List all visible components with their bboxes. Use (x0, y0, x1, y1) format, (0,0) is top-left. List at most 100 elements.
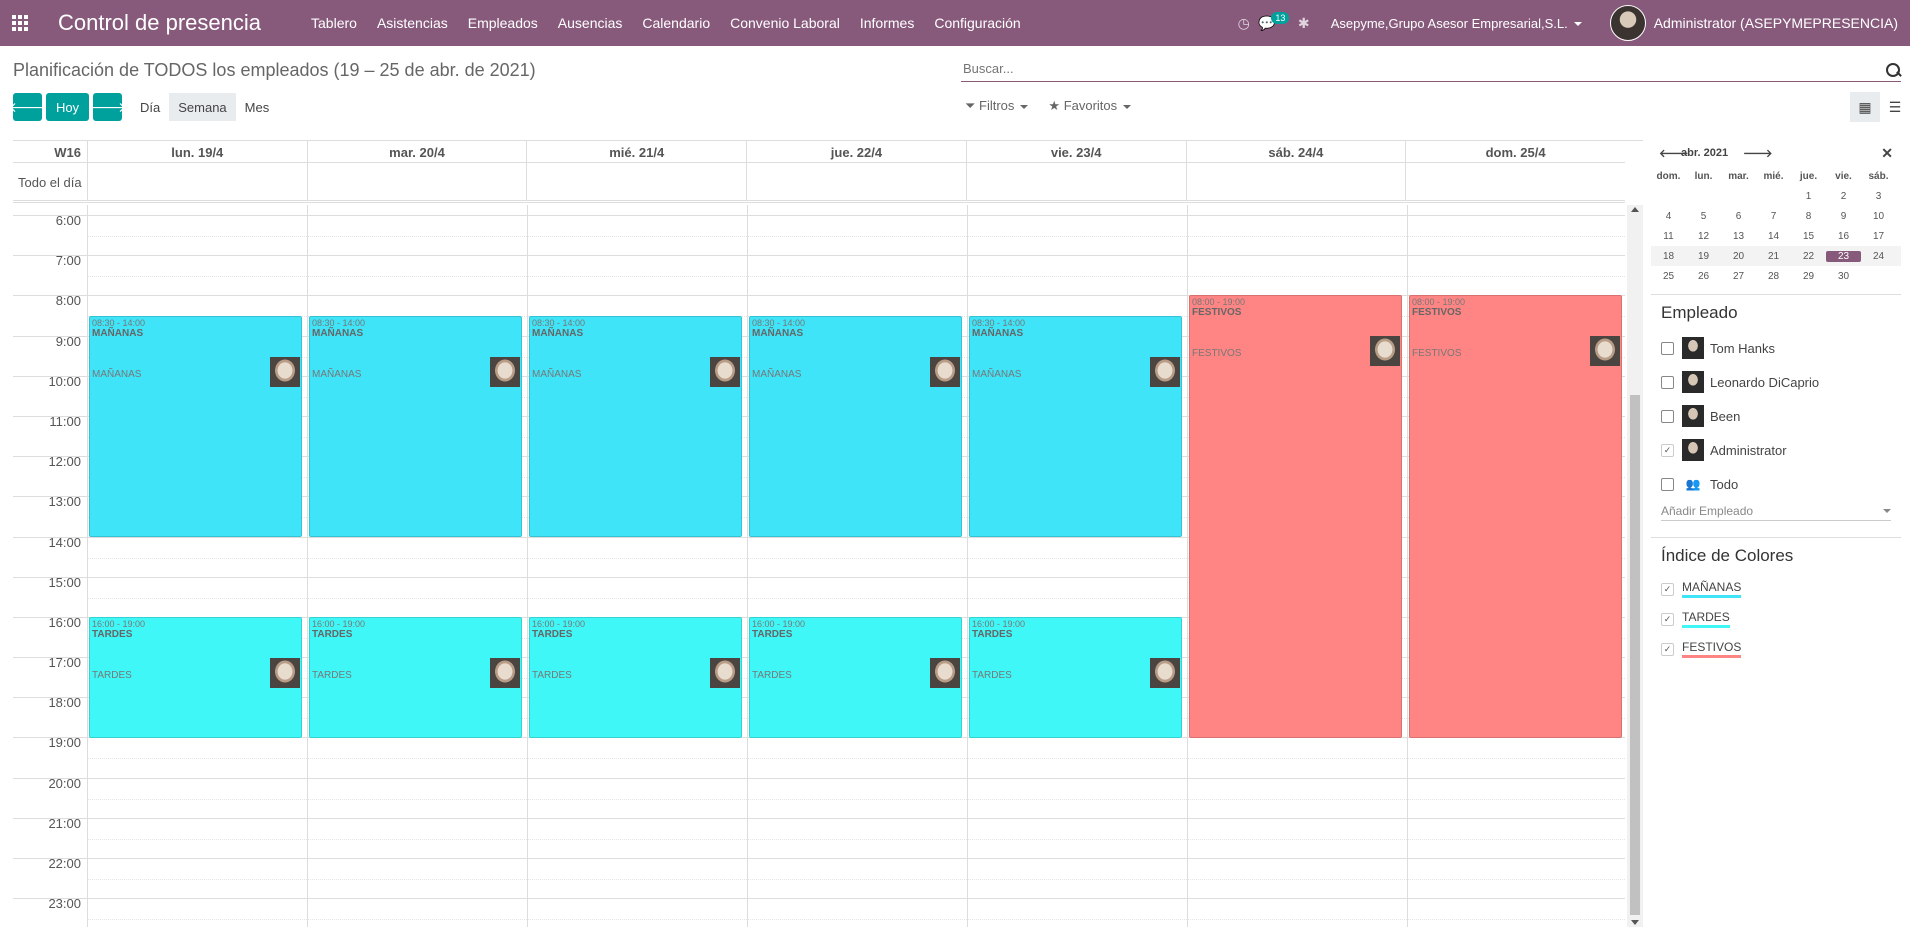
minical-day[interactable]: 5 (1700, 210, 1707, 222)
checkbox[interactable] (1661, 409, 1674, 423)
event-fes[interactable]: 08:00 - 19:00 FESTIVOS FESTIVOS (1409, 295, 1622, 738)
day-header[interactable]: mié. 21/4 (526, 141, 746, 162)
scale-1[interactable]: Semana (169, 93, 236, 121)
color-item[interactable]: ✓ FESTIVOS (1661, 634, 1891, 664)
today-button[interactable]: Hoy (46, 93, 89, 121)
checkbox[interactable] (1661, 477, 1674, 491)
list-view-icon[interactable]: ☰ (1888, 98, 1902, 115)
close-icon[interactable]: ✕ (1881, 144, 1893, 161)
scrollbar-thumb[interactable] (1630, 395, 1640, 915)
debug-icon[interactable]: ✱ (1297, 14, 1310, 31)
minical-day[interactable]: 11 (1663, 230, 1674, 242)
event-man[interactable]: 08:30 - 14:00 MAÑANAS MAÑANAS (89, 315, 302, 537)
user-avatar[interactable] (1609, 5, 1646, 41)
minical-day[interactable]: 10 (1872, 210, 1885, 222)
menu-item[interactable]: Configuración (934, 15, 1021, 31)
minical-day[interactable]: 12 (1697, 230, 1710, 242)
allday-cell[interactable] (965, 163, 1186, 200)
allday-cell[interactable] (86, 163, 307, 200)
event-tar[interactable]: 16:00 - 19:00 TARDES TARDES (89, 617, 302, 738)
search-icon[interactable] (1885, 62, 1901, 78)
day-header[interactable]: dom. 25/4 (1405, 141, 1625, 162)
event-tar[interactable]: 16:00 - 19:00 TARDES TARDES (309, 617, 522, 738)
scrollbar[interactable] (1627, 205, 1643, 927)
scale-2[interactable]: Mes (244, 99, 270, 115)
event-tar[interactable]: 16:00 - 19:00 TARDES TARDES (749, 617, 962, 738)
minical-day[interactable]: 22 (1802, 250, 1815, 262)
minical-day[interactable]: 30 (1837, 270, 1850, 282)
minical-day[interactable]: 1 (1805, 190, 1812, 202)
minical-day[interactable]: 13 (1732, 230, 1745, 242)
allday-cell[interactable] (1185, 163, 1406, 200)
checkbox[interactable]: ✓ (1661, 642, 1674, 656)
minical-day[interactable]: 6 (1735, 210, 1742, 222)
apps-menu-icon[interactable] (0, 0, 40, 46)
clock-icon[interactable]: ◷ (1237, 14, 1250, 31)
checkbox[interactable]: ✓ (1661, 612, 1674, 626)
minical-day[interactable]: 18 (1662, 250, 1675, 262)
previous-button[interactable] (13, 93, 42, 121)
event-man[interactable]: 08:30 - 14:00 MAÑANAS MAÑANAS (309, 315, 522, 537)
minical-day[interactable]: 21 (1767, 250, 1780, 262)
minical-day[interactable]: 14 (1767, 230, 1780, 242)
day-header[interactable]: lun. 19/4 (86, 141, 307, 162)
favorites-button[interactable]: ★ Favoritos (1048, 98, 1132, 114)
allday-cell[interactable] (526, 163, 746, 200)
user-menu[interactable]: Administrator (ASEPYMEPRESENCIA) (1653, 15, 1898, 31)
add-employee-select[interactable]: Añadir Empleado (1661, 501, 1891, 521)
menu-item[interactable]: Informes (859, 15, 915, 31)
minical-day[interactable]: 29 (1802, 270, 1815, 282)
employee-item[interactable]: Been (1661, 399, 1891, 433)
minical-day[interactable]: 15 (1802, 230, 1815, 242)
checkbox[interactable]: ✓ (1661, 443, 1674, 457)
minical-day[interactable]: 19 (1697, 250, 1710, 262)
menu-item[interactable]: Convenio Laboral (730, 15, 840, 31)
next-button[interactable] (93, 93, 122, 121)
allday-cell[interactable] (1405, 163, 1625, 200)
scroll-up-icon[interactable] (1631, 207, 1639, 212)
event-man[interactable]: 08:30 - 14:00 MAÑANAS MAÑANAS (969, 315, 1182, 537)
minical-prev-icon[interactable]: 🡐 (1659, 148, 1689, 160)
minical-day[interactable]: 20 (1732, 250, 1745, 262)
minical-day[interactable]: 28 (1767, 270, 1780, 282)
minical-day[interactable]: 17 (1872, 230, 1885, 242)
filters-button[interactable]: ⏷ Filtros (965, 98, 1029, 114)
employee-all[interactable]: 👥 Todo (1661, 467, 1891, 501)
event-tar[interactable]: 16:00 - 19:00 TARDES TARDES (529, 617, 742, 738)
minical-next-icon[interactable]: 🡒 (1743, 148, 1773, 160)
color-item[interactable]: ✓ TARDES (1661, 604, 1891, 634)
allday-cell[interactable] (306, 163, 527, 200)
day-header[interactable]: vie. 23/4 (965, 141, 1186, 162)
checkbox[interactable] (1661, 375, 1674, 389)
minical-day[interactable]: 25 (1662, 270, 1675, 282)
calendar-view-icon[interactable]: ▦ (1850, 92, 1880, 122)
menu-item[interactable]: Tablero (311, 15, 357, 31)
menu-item[interactable]: Empleados (467, 15, 538, 31)
minical-day[interactable]: 24 (1872, 250, 1885, 262)
day-header[interactable]: jue. 22/4 (746, 141, 966, 162)
menu-item[interactable]: Ausencias (557, 15, 623, 31)
messages-icon[interactable]: 💬 13 (1258, 12, 1290, 32)
allday-cell[interactable] (746, 163, 966, 200)
minical-day[interactable]: 9 (1840, 210, 1847, 222)
scale-0[interactable]: Día (140, 99, 161, 115)
minical-day[interactable]: 26 (1697, 270, 1710, 282)
minical-day[interactable]: 16 (1837, 230, 1850, 242)
minical-day[interactable]: 23 (1826, 250, 1861, 262)
employee-item[interactable]: ✓ Administrator (1661, 433, 1891, 467)
event-fes[interactable]: 08:00 - 19:00 FESTIVOS FESTIVOS (1189, 295, 1402, 738)
app-title[interactable]: Control de presencia (58, 10, 262, 35)
minical-day[interactable]: 4 (1665, 210, 1672, 222)
minical-day[interactable]: 27 (1732, 270, 1745, 282)
checkbox[interactable] (1661, 341, 1674, 355)
minical-day[interactable]: 2 (1840, 190, 1847, 202)
checkbox[interactable]: ✓ (1661, 582, 1674, 596)
minical-day[interactable]: 3 (1875, 190, 1882, 202)
day-header[interactable]: mar. 20/4 (306, 141, 527, 162)
company-switcher[interactable]: Asepyme,Grupo Asesor Empresarial,S.L. (1331, 16, 1582, 31)
employee-item[interactable]: Leonardo DiCaprio (1661, 365, 1891, 399)
menu-item[interactable]: Asistencias (376, 15, 448, 31)
calendar-body[interactable]: 6:00 7:00 8:00 9:00 10:00 11:00 12:00 13:00 14:0… (13, 205, 1625, 927)
search-input[interactable] (961, 61, 1861, 76)
menu-item[interactable]: Calendario (642, 15, 711, 31)
